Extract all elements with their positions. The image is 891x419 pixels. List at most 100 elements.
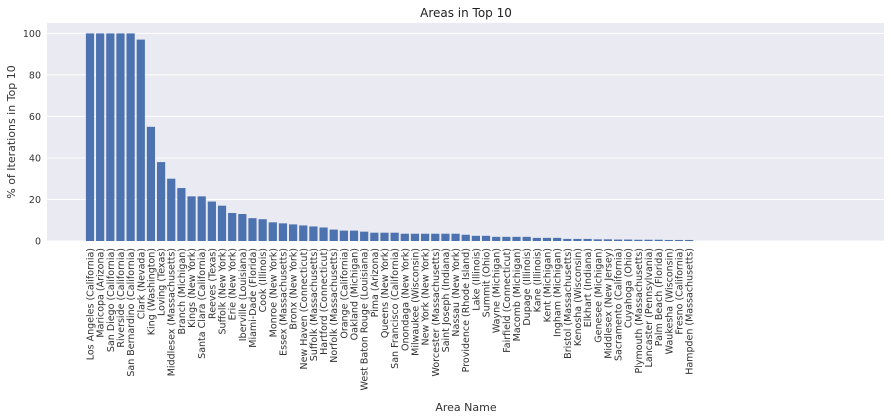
bar — [563, 238, 572, 241]
bar — [613, 239, 623, 241]
y-tick-label: 0 — [35, 237, 41, 248]
y-tick-label: 20 — [29, 195, 41, 206]
x-tick-label: Branch (Michigan) — [177, 248, 188, 335]
bar — [268, 222, 277, 241]
x-tick-label: Kane (Illinois) — [532, 248, 543, 312]
x-tick-label: Essex (Massachusetts) — [278, 248, 289, 356]
bar — [217, 205, 227, 241]
bar — [553, 237, 562, 241]
x-tick-label: Elkhart (Indiana) — [583, 248, 594, 327]
plot-area — [47, 23, 884, 241]
bar — [410, 233, 420, 241]
x-tick-label: Suffolk (Massachusetts) — [309, 248, 320, 361]
y-tick-label: 80 — [29, 70, 41, 81]
bar — [654, 239, 663, 241]
bar — [126, 33, 135, 241]
bar — [207, 201, 216, 241]
bar — [360, 231, 369, 241]
x-tick-label: Loving (Texas) — [157, 248, 168, 316]
x-tick-label: Cook (Illinois) — [258, 248, 269, 312]
bar — [156, 162, 166, 241]
bar — [258, 219, 267, 241]
x-tick-label: Lake (Illinois) — [471, 248, 482, 311]
bar — [329, 229, 338, 241]
bar — [522, 236, 531, 241]
x-tick-label: Reeves (Texas) — [207, 248, 218, 319]
x-tick-label: Dupage (Illinois) — [522, 248, 533, 326]
x-tick-label: Riverside (California) — [116, 248, 127, 348]
gridlines — [47, 32, 884, 242]
bar — [532, 237, 541, 241]
x-tick-label: Bronx (New York) — [289, 248, 300, 330]
x-tick-label: Norfolk (Massachusetts) — [329, 248, 340, 363]
x-tick-label: Providence (Rhode Island) — [461, 248, 472, 372]
x-tick-label: Middlesex (New Jersey) — [603, 248, 614, 359]
x-tick-label: Fairfield (Connecticut) — [502, 248, 513, 353]
bar — [238, 214, 247, 241]
x-tick-label: Oakland (Michigan) — [350, 248, 361, 340]
x-tick-label: Cuyahoga (Ohio) — [624, 248, 635, 328]
x-tick-label: Miami-Dade (Florida) — [248, 248, 259, 348]
x-tick-label: Waukesha (Wisconsin) — [664, 248, 675, 354]
x-tick-label: Monroe (New York) — [268, 248, 279, 337]
bar — [116, 33, 125, 241]
bar — [481, 235, 491, 241]
bar — [461, 234, 470, 241]
x-tick-label: Middlesex (Massachusetts) — [167, 248, 178, 376]
bar — [278, 223, 288, 241]
bar — [380, 232, 389, 241]
x-tick-label: Sacramento (California) — [614, 248, 625, 361]
bar — [624, 239, 633, 241]
bar — [583, 238, 592, 241]
x-tick-label: Lancaster (Pennsylvania) — [644, 248, 655, 367]
bar — [339, 230, 348, 241]
x-tick-label: Summit (Ohio) — [482, 248, 493, 317]
x-tick-label: Santa Clara (California) — [197, 248, 208, 359]
bars — [85, 33, 694, 241]
x-tick-label: Palm Beach (Florida) — [654, 248, 665, 346]
y-tick-label: 60 — [29, 112, 41, 123]
x-tick-label: Genesee (Michigan) — [593, 248, 604, 343]
bar — [431, 233, 440, 241]
bar — [106, 33, 115, 241]
bar — [349, 230, 359, 241]
x-tick-label: Erie (New York) — [228, 248, 239, 320]
y-tick-label: 40 — [29, 153, 41, 164]
bar — [512, 236, 521, 241]
y-axis-ticks: 0 20 40 60 80 100 — [23, 29, 41, 248]
x-tick-label: Kings (New York) — [187, 248, 198, 328]
bar — [603, 239, 613, 241]
bar — [136, 39, 145, 241]
bar — [289, 224, 298, 241]
bar — [299, 225, 308, 241]
bar — [471, 235, 480, 241]
x-axis-ticks: Los Angeles (California) Maricopa (Arizon… — [86, 248, 696, 390]
bar — [319, 227, 328, 241]
bar — [573, 238, 582, 241]
x-tick-label: Queens (New York) — [380, 248, 391, 338]
y-tick-label: 100 — [23, 29, 41, 40]
bar — [228, 212, 237, 241]
x-tick-label: West Baton Rouge (Louisiana) — [360, 248, 371, 390]
x-tick-label: Milwaukee (Wisconsin) — [410, 248, 421, 356]
x-tick-label: Wayne (Michigan) — [492, 248, 503, 333]
bar — [644, 239, 653, 241]
bar — [685, 239, 694, 241]
bar — [451, 233, 460, 241]
bar — [248, 218, 257, 241]
x-tick-label: Kent (Michigan) — [542, 248, 553, 322]
chart-title: Areas in Top 10 — [420, 6, 512, 20]
x-tick-label: Hartford (Connecticut) — [319, 248, 330, 355]
x-tick-label: Macomb (Michigan) — [512, 248, 523, 341]
bar — [309, 226, 318, 241]
bar — [370, 232, 379, 241]
x-tick-label: Onondaga (New York) — [400, 248, 411, 351]
x-tick-label: San Bernardino (California) — [126, 248, 137, 377]
x-tick-label: New Haven (Connecticut) — [299, 248, 310, 370]
x-tick-label: Fresno (California) — [674, 248, 685, 335]
bar — [96, 33, 105, 241]
x-tick-label: San Diego (California) — [106, 248, 117, 352]
x-tick-label: Clark (Nevada) — [136, 248, 147, 319]
bar — [674, 239, 684, 241]
x-tick-label: Hampden (Massachusetts) — [685, 248, 696, 375]
